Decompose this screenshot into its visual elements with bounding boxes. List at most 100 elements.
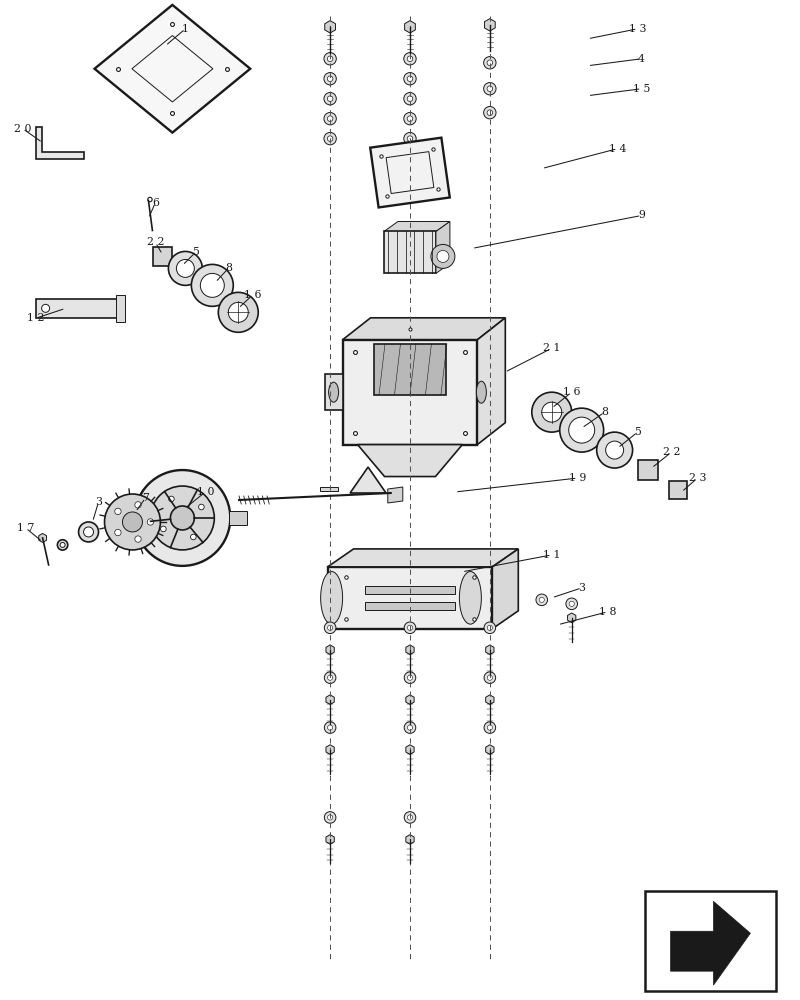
Polygon shape <box>326 835 334 844</box>
Circle shape <box>161 526 166 532</box>
Ellipse shape <box>459 572 482 624</box>
Text: 5: 5 <box>634 427 641 437</box>
Polygon shape <box>132 36 213 102</box>
Circle shape <box>327 675 333 680</box>
Circle shape <box>484 622 496 634</box>
Circle shape <box>218 292 258 332</box>
Circle shape <box>404 672 416 683</box>
Circle shape <box>134 470 230 566</box>
Text: 1 4: 1 4 <box>609 144 626 154</box>
Circle shape <box>324 53 336 65</box>
Circle shape <box>407 116 413 121</box>
Circle shape <box>407 56 413 62</box>
Circle shape <box>407 136 413 141</box>
Circle shape <box>324 722 336 733</box>
Circle shape <box>532 392 572 432</box>
Circle shape <box>42 304 50 312</box>
Text: 1 3: 1 3 <box>629 24 646 34</box>
Text: 1: 1 <box>182 24 189 34</box>
Polygon shape <box>405 21 415 33</box>
Text: 2 3: 2 3 <box>689 473 706 483</box>
Polygon shape <box>388 487 402 503</box>
Circle shape <box>327 815 333 820</box>
Circle shape <box>150 486 214 550</box>
Bar <box>230 511 247 525</box>
Circle shape <box>404 73 416 85</box>
Circle shape <box>200 273 224 297</box>
Polygon shape <box>478 318 506 445</box>
Polygon shape <box>384 221 450 231</box>
Bar <box>365 602 455 610</box>
Text: 5: 5 <box>192 247 198 257</box>
Circle shape <box>122 512 142 532</box>
Circle shape <box>487 110 493 115</box>
Bar <box>365 586 455 594</box>
Bar <box>117 295 126 322</box>
Circle shape <box>487 86 493 92</box>
Polygon shape <box>386 152 434 194</box>
Polygon shape <box>374 344 446 395</box>
Text: 1 0: 1 0 <box>197 487 214 497</box>
Polygon shape <box>436 221 450 273</box>
Bar <box>36 299 118 318</box>
Text: 8: 8 <box>601 407 608 417</box>
Circle shape <box>324 672 336 683</box>
Circle shape <box>542 402 562 422</box>
Circle shape <box>327 725 333 730</box>
Circle shape <box>228 302 248 322</box>
Circle shape <box>191 264 234 306</box>
Text: 1 6: 1 6 <box>243 290 261 300</box>
Text: 1 8: 1 8 <box>599 607 616 617</box>
Circle shape <box>407 625 413 630</box>
Polygon shape <box>342 318 506 340</box>
Circle shape <box>170 506 194 530</box>
Polygon shape <box>567 613 576 623</box>
Polygon shape <box>326 695 334 704</box>
Polygon shape <box>350 467 386 493</box>
Circle shape <box>487 675 493 680</box>
Circle shape <box>324 112 336 125</box>
Circle shape <box>536 594 547 606</box>
Text: 9: 9 <box>638 210 645 220</box>
Bar <box>638 460 658 480</box>
Circle shape <box>327 56 333 62</box>
Circle shape <box>407 76 413 82</box>
Circle shape <box>404 53 416 65</box>
Circle shape <box>484 106 496 119</box>
Circle shape <box>487 625 493 630</box>
Circle shape <box>484 83 496 95</box>
Circle shape <box>539 597 544 602</box>
Circle shape <box>176 259 194 277</box>
Circle shape <box>487 60 493 66</box>
Circle shape <box>60 542 65 547</box>
Polygon shape <box>486 745 494 754</box>
Circle shape <box>83 527 94 537</box>
Circle shape <box>484 722 496 733</box>
Bar <box>669 481 686 499</box>
Circle shape <box>190 534 196 540</box>
Polygon shape <box>325 374 342 410</box>
Circle shape <box>327 76 333 82</box>
Polygon shape <box>326 745 334 754</box>
Circle shape <box>407 675 413 680</box>
Circle shape <box>58 540 68 550</box>
Circle shape <box>169 496 174 502</box>
Circle shape <box>437 250 449 262</box>
Polygon shape <box>36 127 83 159</box>
Circle shape <box>606 441 624 459</box>
Circle shape <box>407 815 413 820</box>
Text: 8: 8 <box>225 263 232 273</box>
Polygon shape <box>370 138 450 207</box>
Circle shape <box>324 73 336 85</box>
Text: 1 1: 1 1 <box>543 550 561 560</box>
Ellipse shape <box>321 572 342 624</box>
Text: 2 2: 2 2 <box>662 447 680 457</box>
Circle shape <box>569 601 574 606</box>
Circle shape <box>148 197 152 202</box>
Circle shape <box>324 93 336 105</box>
Polygon shape <box>320 487 338 491</box>
Circle shape <box>327 136 333 141</box>
Circle shape <box>407 96 413 101</box>
Circle shape <box>569 417 594 443</box>
Circle shape <box>324 812 336 823</box>
